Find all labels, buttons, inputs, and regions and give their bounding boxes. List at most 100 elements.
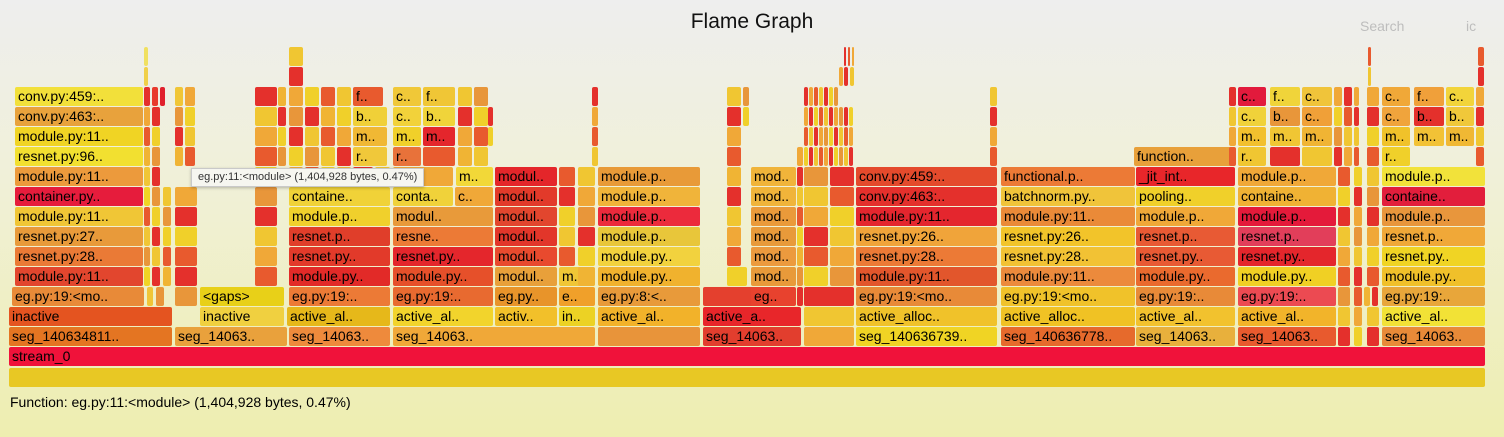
- flame-frame[interactable]: [1344, 127, 1352, 146]
- flame-frame[interactable]: [289, 47, 303, 66]
- flame-frame[interactable]: [289, 107, 303, 126]
- flame-frame[interactable]: [797, 167, 803, 186]
- flame-frame[interactable]: [144, 227, 150, 246]
- flame-frame[interactable]: resnet.p..: [289, 227, 390, 246]
- flame-frame[interactable]: [804, 107, 808, 126]
- flame-frame[interactable]: [727, 207, 741, 226]
- flame-frame[interactable]: [144, 247, 150, 266]
- flame-frame[interactable]: [819, 147, 823, 166]
- flame-frame[interactable]: [844, 67, 848, 86]
- flame-frame[interactable]: [824, 147, 828, 166]
- flame-frame[interactable]: [1368, 67, 1371, 86]
- flame-frame[interactable]: [255, 107, 277, 126]
- flame-frame[interactable]: [255, 267, 277, 286]
- flame-frame[interactable]: [830, 267, 854, 286]
- flame-frame[interactable]: c..: [393, 87, 421, 106]
- flame-frame[interactable]: c..: [1302, 87, 1332, 106]
- flame-frame[interactable]: module.p..: [1136, 207, 1235, 226]
- flame-frame[interactable]: [156, 287, 164, 306]
- flame-frame[interactable]: [175, 107, 183, 126]
- flame-frame[interactable]: [1354, 267, 1362, 286]
- flame-frame[interactable]: function..: [1134, 147, 1235, 166]
- flame-frame[interactable]: [152, 227, 160, 246]
- flame-frame[interactable]: [1302, 147, 1332, 166]
- flame-frame[interactable]: [152, 247, 160, 266]
- flame-frame[interactable]: module.py:11..: [1001, 207, 1135, 226]
- flame-frame[interactable]: [849, 147, 853, 166]
- flame-frame[interactable]: [255, 127, 277, 146]
- flame-frame[interactable]: [1354, 227, 1362, 246]
- flame-frame[interactable]: resnet.py:26..: [1001, 227, 1135, 246]
- flame-frame[interactable]: [559, 187, 575, 206]
- flame-frame[interactable]: [474, 147, 488, 166]
- flame-frame[interactable]: [830, 207, 854, 226]
- flame-frame[interactable]: [1354, 127, 1359, 146]
- flame-frame[interactable]: active_alloc..: [856, 307, 997, 326]
- flame-frame[interactable]: active_al..: [598, 307, 700, 326]
- flame-frame[interactable]: m..: [456, 167, 493, 186]
- flame-frame[interactable]: [824, 107, 828, 126]
- flame-frame[interactable]: [743, 107, 749, 126]
- flame-frame[interactable]: [797, 207, 803, 226]
- flame-frame[interactable]: [144, 67, 148, 86]
- flame-frame[interactable]: eg.py:19:..: [1382, 287, 1485, 306]
- flame-frame[interactable]: [797, 247, 803, 266]
- flame-frame[interactable]: module.p..: [598, 187, 700, 206]
- flame-frame[interactable]: [849, 107, 853, 126]
- flame-frame[interactable]: seg_14063..: [393, 327, 595, 346]
- flame-frame[interactable]: [305, 127, 319, 146]
- flame-frame[interactable]: module.py:11..: [856, 207, 997, 226]
- flame-frame[interactable]: [1367, 107, 1379, 126]
- flame-frame[interactable]: [1229, 147, 1236, 166]
- flame-frame[interactable]: <gaps>: [200, 287, 284, 306]
- flame-frame[interactable]: in..: [559, 307, 595, 326]
- flame-frame[interactable]: active_al..: [287, 307, 390, 326]
- flame-frame[interactable]: inactive: [200, 307, 284, 326]
- flame-frame[interactable]: resnet.py:28..: [15, 247, 143, 266]
- flame-frame[interactable]: [152, 127, 160, 146]
- flame-frame[interactable]: resnet.py:28..: [1001, 247, 1135, 266]
- flame-frame[interactable]: [278, 87, 286, 106]
- flame-frame[interactable]: _jit_int..: [1136, 167, 1235, 186]
- flame-frame[interactable]: b..: [353, 107, 387, 126]
- flame-frame[interactable]: [1338, 167, 1350, 186]
- flame-frame[interactable]: [458, 107, 472, 126]
- flame-frame[interactable]: [804, 167, 828, 186]
- flame-frame[interactable]: [1334, 87, 1342, 106]
- flame-frame[interactable]: [185, 147, 195, 166]
- flame-frame[interactable]: [255, 187, 277, 206]
- flame-frame[interactable]: c..: [1446, 87, 1474, 106]
- flame-frame[interactable]: [175, 147, 183, 166]
- flame-frame[interactable]: b..: [1414, 107, 1444, 126]
- flame-frame[interactable]: module.p..: [1382, 207, 1485, 226]
- flame-frame[interactable]: resnet.py..: [289, 247, 390, 266]
- flame-frame[interactable]: [849, 127, 853, 146]
- flame-frame[interactable]: module.py..: [1136, 267, 1235, 286]
- flame-frame[interactable]: module.py..: [598, 267, 700, 286]
- flame-frame[interactable]: [1368, 47, 1371, 66]
- flame-frame[interactable]: m..: [1238, 127, 1266, 146]
- flame-frame[interactable]: [1354, 247, 1362, 266]
- flame-frame[interactable]: [1229, 107, 1236, 126]
- flame-frame[interactable]: [844, 127, 848, 146]
- flame-frame[interactable]: [474, 127, 488, 146]
- flame-frame[interactable]: eg.py:19:..: [1136, 287, 1235, 306]
- flame-frame[interactable]: [175, 207, 197, 226]
- flame-frame[interactable]: resnet.py:28..: [856, 247, 997, 266]
- flame-frame[interactable]: module.p..: [1238, 207, 1336, 226]
- flame-frame[interactable]: [152, 207, 160, 226]
- flame-frame[interactable]: [797, 287, 803, 306]
- flame-frame[interactable]: eg.py:19:<mo..: [1001, 287, 1135, 306]
- flame-frame[interactable]: [804, 247, 828, 266]
- flame-frame[interactable]: [1338, 287, 1350, 306]
- flame-frame[interactable]: f..: [353, 87, 383, 106]
- flame-frame[interactable]: [819, 87, 823, 106]
- flame-frame[interactable]: [824, 127, 828, 146]
- flame-frame[interactable]: [1270, 147, 1300, 166]
- flame-frame[interactable]: [175, 247, 197, 266]
- flame-frame[interactable]: [1338, 327, 1350, 346]
- flame-frame[interactable]: [289, 67, 303, 86]
- flame-frame[interactable]: c..: [1238, 107, 1266, 126]
- flame-frame[interactable]: resnet.p..: [1238, 227, 1336, 246]
- flame-frame[interactable]: conv.py:459:..: [15, 87, 143, 106]
